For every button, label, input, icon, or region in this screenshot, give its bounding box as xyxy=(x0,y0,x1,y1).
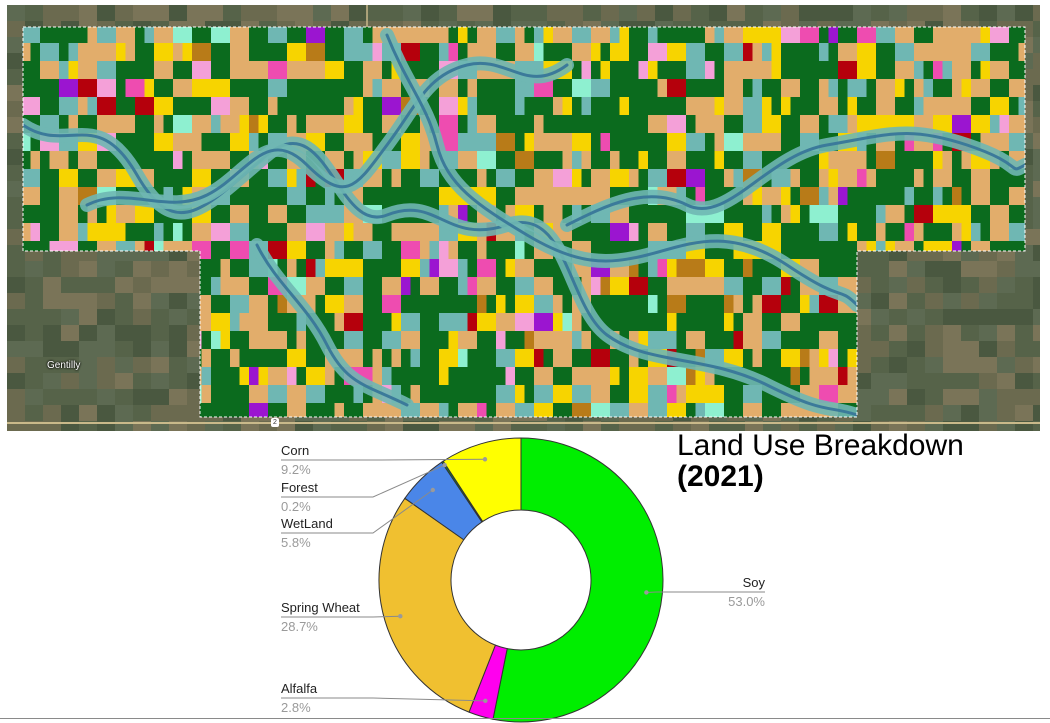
slice-percent-soy: 53.0% xyxy=(728,594,765,609)
leader-line-spring-wheat xyxy=(281,615,401,618)
slice-label-spring-wheat: Spring Wheat xyxy=(281,600,360,615)
slice-percent-forest: 0.2% xyxy=(281,499,311,514)
slice-label-wetland: WetLand xyxy=(281,516,333,531)
land-use-map[interactable]: Gentilly 2 xyxy=(7,5,1040,431)
leader-line-forest xyxy=(281,464,445,498)
chart-title: Land Use Breakdown (2021) xyxy=(677,430,964,492)
leader-dot-spring-wheat xyxy=(398,614,403,619)
leader-line-corn xyxy=(281,458,485,461)
leader-line-wetland xyxy=(281,489,434,534)
map-place-label: Gentilly xyxy=(47,360,81,371)
slice-soy[interactable] xyxy=(492,437,664,723)
slice-label-corn: Corn xyxy=(281,443,309,458)
slice-label-soy: Soy xyxy=(743,575,766,590)
bottom-divider xyxy=(0,718,1050,719)
slice-label-forest: Forest xyxy=(281,480,318,495)
slice-corn[interactable] xyxy=(442,437,522,523)
slice-label-alfalfa: Alfalfa xyxy=(281,681,318,696)
leader-dot-forest xyxy=(442,462,447,468)
route-shield: 2 xyxy=(271,418,279,427)
slice-spring-wheat[interactable] xyxy=(378,497,497,713)
donut-slices xyxy=(378,437,664,723)
land-use-map-image xyxy=(7,5,1040,431)
chart-subtitle: (2021) xyxy=(677,460,764,493)
slice-forest[interactable] xyxy=(441,460,484,523)
chart-title-text: Land Use Breakdown xyxy=(677,429,964,462)
leader-dot-corn xyxy=(482,457,488,462)
slice-percent-spring-wheat: 28.7% xyxy=(281,619,318,634)
slice-wetland[interactable] xyxy=(404,461,483,541)
leader-line-alfalfa xyxy=(281,697,486,702)
slice-alfalfa[interactable] xyxy=(468,644,508,720)
wetland-channels xyxy=(23,28,1025,417)
leader-dot-soy xyxy=(644,590,649,595)
county-boundary xyxy=(22,26,1026,418)
leader-dot-alfalfa xyxy=(483,698,488,704)
slice-percent-alfalfa: 2.8% xyxy=(281,700,311,715)
slice-percent-corn: 9.2% xyxy=(281,462,311,477)
slice-percent-wetland: 5.8% xyxy=(281,535,311,550)
leader-dot-wetland xyxy=(430,487,436,493)
